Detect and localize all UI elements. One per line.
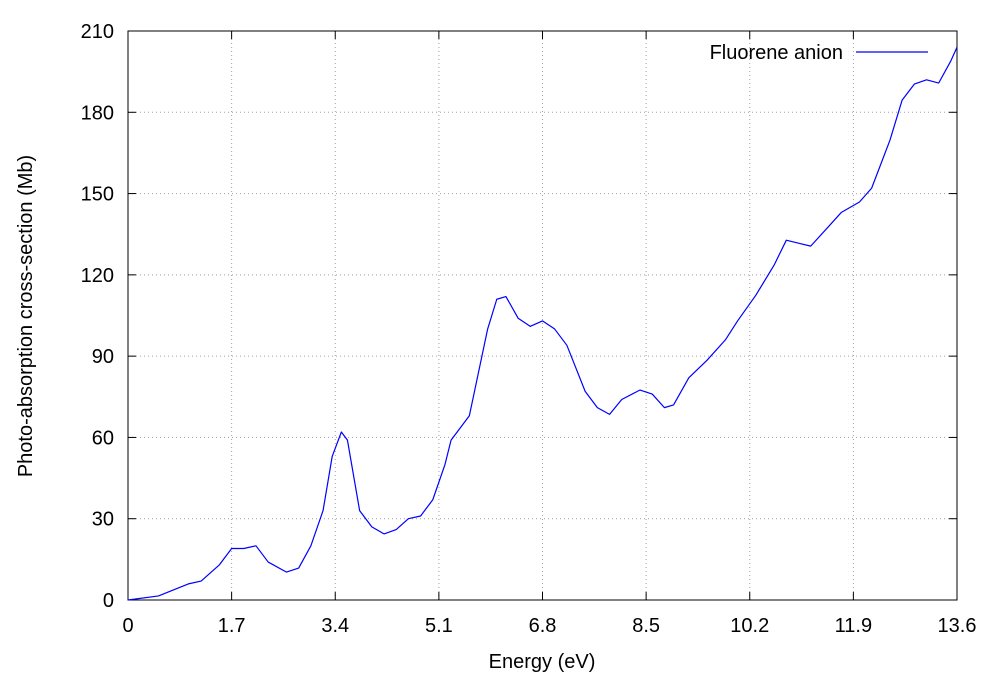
x-tick-label: 10.2 — [730, 615, 769, 637]
data-line — [127, 47, 958, 601]
y-tick-label: 150 — [81, 184, 114, 206]
y-axis-label: Photo-absorption cross-section (Mb) — [15, 155, 37, 477]
x-tick-label: 8.5 — [632, 615, 660, 637]
x-tick-label: 13.6 — [938, 615, 977, 637]
y-tick-label: 90 — [92, 346, 114, 368]
y-tick-label: 120 — [81, 265, 114, 287]
x-tick-label: 11.9 — [835, 615, 872, 637]
x-tick-label: 1.7 — [218, 615, 246, 637]
y-tick-label: 0 — [103, 590, 114, 612]
x-tick-label: 3.4 — [321, 615, 349, 637]
y-tick-label: 60 — [92, 427, 114, 449]
y-tick-label: 210 — [81, 21, 114, 43]
x-tick-label: 6.8 — [529, 615, 557, 637]
x-tick-label: 0 — [122, 615, 133, 637]
x-axis-label: Energy (eV) — [489, 651, 596, 673]
y-tick-label: 180 — [81, 102, 114, 124]
y-tick-label: 30 — [92, 509, 114, 531]
plot-frame — [127, 30, 958, 601]
legend-label: Fluorene anion — [710, 42, 843, 64]
x-tick-label: 5.1 — [425, 615, 453, 637]
